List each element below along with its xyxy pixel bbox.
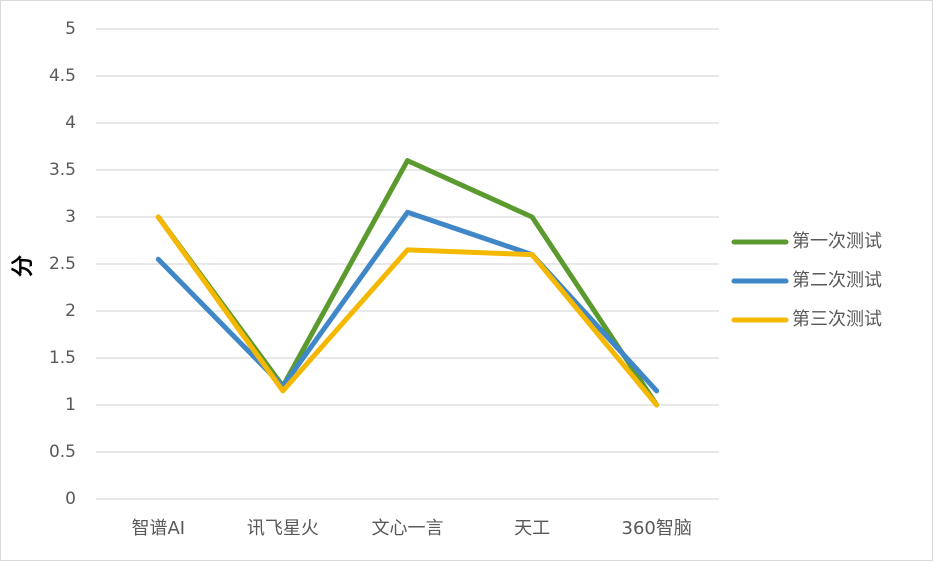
gridlines: [96, 28, 719, 500]
y-axis-title: 分: [11, 255, 36, 277]
y-tick-label: 4.5: [49, 66, 76, 86]
series-line-3: [155, 214, 660, 408]
x-tick-label: 文心一言: [372, 518, 444, 539]
y-tick-label: 3: [65, 207, 76, 227]
x-tick-label: 讯飞星火: [247, 518, 319, 539]
y-tick-label: 2.5: [49, 254, 76, 274]
y-tick-label: 4: [65, 113, 76, 133]
legend-label: 第三次测试: [792, 309, 882, 330]
x-tick-labels: 智谱AI 讯飞星火 文心一言 天工 360智脑: [131, 518, 691, 539]
y-tick-label: 1: [65, 395, 76, 415]
series-line-2: [155, 209, 660, 394]
series-lines: [155, 158, 660, 408]
legend-label: 第一次测试: [792, 231, 882, 252]
y-tick-label: 0.5: [49, 442, 76, 462]
series-line-1: [155, 158, 660, 408]
y-tick-label: 2: [65, 301, 76, 321]
x-tick-label: 天工: [514, 518, 550, 539]
y-tick-label: 1.5: [49, 348, 76, 368]
y-tick-labels: 0 0.5 1 1.5 2 2.5 3 3.5 4 4.5 5: [49, 19, 76, 509]
y-tick-label: 5: [65, 19, 76, 39]
x-tick-label: 360智脑: [622, 518, 692, 539]
y-tick-label: 0: [65, 489, 76, 509]
x-tick-label: 智谱AI: [131, 518, 185, 539]
legend-label: 第二次测试: [792, 270, 882, 291]
y-tick-label: 3.5: [49, 160, 76, 180]
